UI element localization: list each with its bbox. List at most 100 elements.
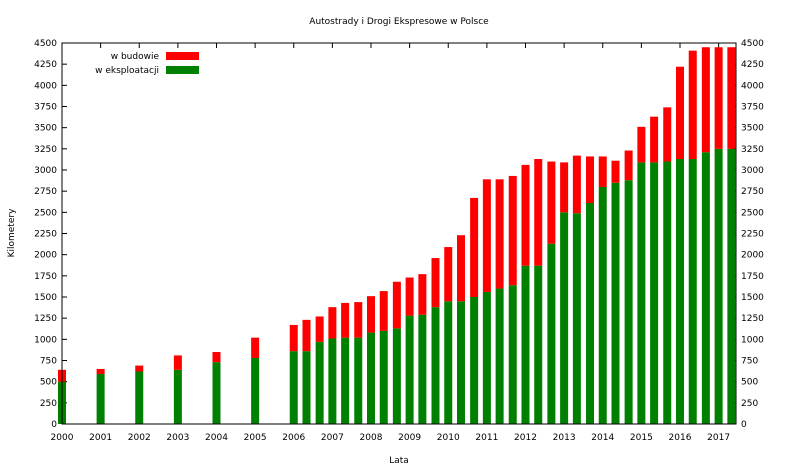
bar-segment-operational <box>315 341 324 424</box>
y-tick-label-left: 2000 <box>34 251 57 261</box>
y-tick-label-right: 2250 <box>741 230 764 240</box>
y-tick-label-right: 1000 <box>741 335 764 345</box>
bar-segment-under-construction <box>598 156 607 187</box>
x-tick-label: 2017 <box>707 433 730 443</box>
x-tick-label: 2010 <box>437 433 460 443</box>
bar-segment-under-construction <box>431 258 440 308</box>
bar-segment-under-construction <box>328 307 337 339</box>
x-tick-label: 2016 <box>669 433 692 443</box>
bar-segment-under-construction <box>379 291 388 331</box>
bar-segment-operational <box>701 152 710 424</box>
y-tick-label-left: 2500 <box>34 208 57 218</box>
x-tick-label: 2011 <box>475 433 498 443</box>
x-tick-label: 2008 <box>360 433 383 443</box>
x-axis-label: Lata <box>389 456 409 466</box>
y-tick-label-right: 2750 <box>741 187 764 197</box>
y-tick-label-right: 3250 <box>741 145 764 155</box>
bar-segment-under-construction <box>701 47 710 153</box>
legend-label: w budowie <box>111 52 160 62</box>
x-tick-label: 2006 <box>282 433 305 443</box>
bar-segment-under-construction <box>534 158 543 266</box>
y-tick-label-right: 500 <box>741 378 758 388</box>
y-tick-label-right: 250 <box>741 399 758 409</box>
bar-segment-under-construction <box>495 179 504 289</box>
bar-segment-operational <box>482 291 491 424</box>
bar-segment-under-construction <box>521 164 530 266</box>
bar-segment-under-construction <box>675 66 684 159</box>
bar-segment-operational <box>379 330 388 424</box>
bar-segment-under-construction <box>289 324 298 352</box>
bar-segment-operational <box>495 288 504 424</box>
bar-segment-operational <box>534 265 543 424</box>
bar-segment-operational <box>585 203 594 424</box>
y-tick-label-right: 750 <box>741 357 758 367</box>
legend-swatch <box>166 52 199 60</box>
bar-segment-under-construction <box>547 161 556 244</box>
bar-segment-operational <box>405 315 414 424</box>
y-tick-label-left: 4250 <box>34 60 57 70</box>
y-tick-label-right: 0 <box>741 420 747 430</box>
y-tick-label-left: 2750 <box>34 187 57 197</box>
bar-segment-operational <box>714 148 723 425</box>
bar-segment-under-construction <box>508 175 517 286</box>
bar-segment-under-construction <box>444 247 453 302</box>
bar-segment-under-construction <box>96 368 105 375</box>
bar-segment-operational <box>341 337 350 424</box>
bar-segment-under-construction <box>354 302 363 338</box>
bar-segment-operational <box>366 332 375 424</box>
bar-segment-operational <box>598 186 607 424</box>
bar-segment-under-construction <box>585 156 594 204</box>
bar-segment-operational <box>547 243 556 424</box>
bar-segment-operational <box>354 337 363 424</box>
x-tick-label: 2007 <box>321 433 344 443</box>
x-tick-label: 2015 <box>630 433 653 443</box>
y-tick-label-right: 3000 <box>741 166 764 176</box>
bar-segment-operational <box>521 265 530 424</box>
bar-segment-under-construction <box>418 274 427 315</box>
bar-segment-operational <box>135 371 144 424</box>
y-tick-label-right: 4000 <box>741 81 764 91</box>
y-tick-label-left: 3250 <box>34 145 57 155</box>
bar-segment-operational <box>251 357 260 424</box>
bar-segment-under-construction <box>688 50 697 159</box>
bar-segment-operational <box>289 351 298 424</box>
bar-segment-operational <box>212 362 221 424</box>
bar-segment-operational <box>444 301 453 424</box>
y-tick-label-left: 1500 <box>34 293 57 303</box>
bar-segment-under-construction <box>560 162 569 213</box>
bar-segment-under-construction <box>135 365 144 372</box>
bar-segment-operational <box>431 307 440 424</box>
bar-segment-under-construction <box>572 155 581 214</box>
bar-segment-under-construction <box>212 352 221 363</box>
legend-label: w eksploatacji <box>95 66 159 76</box>
bar-segment-operational <box>418 314 427 424</box>
bar-segment-under-construction <box>611 160 620 183</box>
bar-segment-operational <box>96 374 105 424</box>
bar-segment-under-construction <box>251 337 260 358</box>
bar-segment-under-construction <box>663 107 672 162</box>
bar-segment-operational <box>560 212 569 424</box>
x-tick-label: 2000 <box>51 433 74 443</box>
bar-segment-under-construction <box>727 47 736 149</box>
x-tick-label: 2012 <box>514 433 537 443</box>
y-tick-label-left: 4500 <box>34 39 57 49</box>
y-tick-label-right: 3500 <box>741 124 764 134</box>
y-tick-label-left: 250 <box>40 399 57 409</box>
bar-segment-operational <box>572 213 581 424</box>
plot-frame <box>61 42 737 425</box>
bar-segment-operational <box>650 162 659 424</box>
bar-segment-operational <box>392 328 401 424</box>
y-tick-label-left: 1000 <box>34 335 57 345</box>
y-tick-label-left: 750 <box>40 357 57 367</box>
y-tick-label-right: 1250 <box>741 314 764 324</box>
bar-segment-under-construction <box>624 150 633 181</box>
bar-segment-under-construction <box>341 302 350 338</box>
y-axis-label: Kilometery <box>7 208 17 257</box>
bar-segment-operational <box>663 161 672 425</box>
legend: w budowie w eksploatacji <box>95 52 199 76</box>
bar-segment-under-construction <box>315 316 324 342</box>
chart-title: Autostrady i Drogi Ekspresowe w Polsce <box>309 17 489 27</box>
y-tick-label-right: 2500 <box>741 208 764 218</box>
x-tick-label: 2009 <box>398 433 421 443</box>
